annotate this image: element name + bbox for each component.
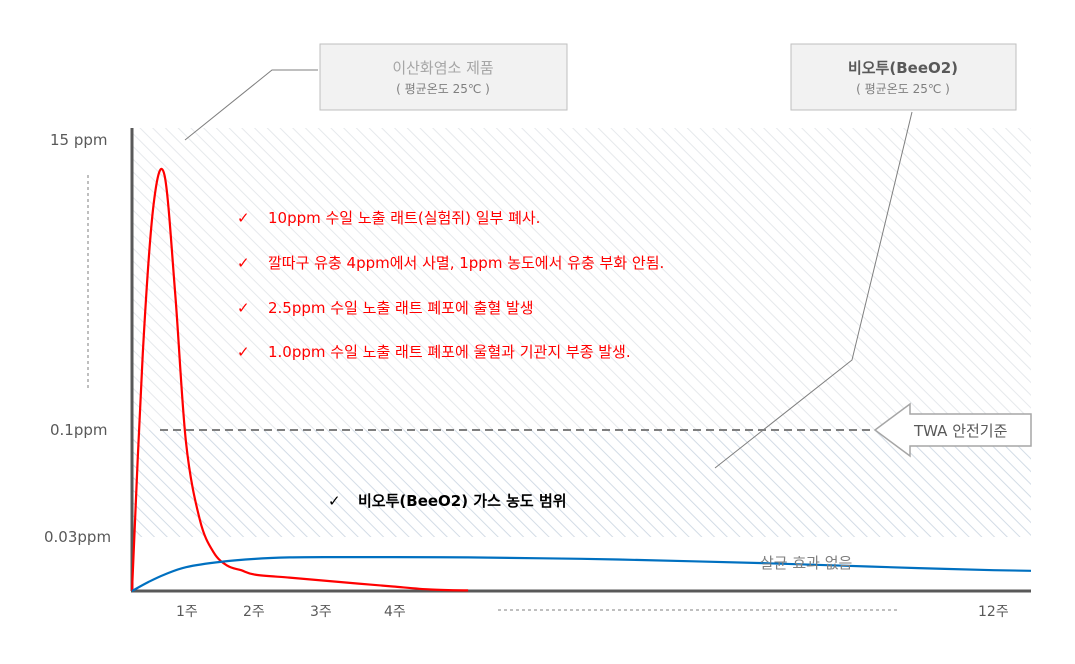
- red-callout-title: 이산화염소 제품: [392, 59, 493, 77]
- note-1-check-icon: ✓: [237, 209, 250, 227]
- x-tick-week12: 12주: [978, 604, 1009, 620]
- note-2: 깔따구 유충 4ppm에서 사멸, 1ppm 농도에서 유충 부화 안됨.: [268, 254, 664, 272]
- x-tick-week4: 4주: [384, 604, 406, 620]
- x-tick-week2: 2주: [243, 604, 265, 620]
- red-callout-leader: [184, 69, 318, 141]
- twa-arrow-shape: [873, 402, 1032, 458]
- note-3: 2.5ppm 수일 노출 래트 폐포에 출혈 발생: [268, 299, 534, 317]
- note-2-check-icon: ✓: [237, 254, 250, 272]
- red-series-callout-box: [319, 43, 568, 111]
- blue-callout-leader: [714, 111, 913, 469]
- note-3-check-icon: ✓: [237, 299, 250, 317]
- beeo2-range-check-icon: ✓: [328, 492, 341, 510]
- y-tick-0.1ppm: 0.1ppm: [50, 421, 108, 439]
- x-tick-week3: 3주: [310, 604, 332, 620]
- series-line-beeo2: [131, 555, 1032, 592]
- blue-callout-subtitle: ( 평균온도 25℃ ): [856, 82, 950, 96]
- y-tick-15ppm: 15 ppm: [50, 131, 108, 149]
- note-4-check-icon: ✓: [237, 343, 250, 361]
- series-line-chlorine-dioxide: [130, 167, 469, 592]
- red-callout-subtitle: ( 평균온도 25℃ ): [396, 82, 490, 96]
- y-tick-0.03ppm: 0.03ppm: [44, 528, 111, 546]
- no-effect-label: 살균 효과 없음: [760, 554, 852, 572]
- effective-zone-band: [133, 430, 1031, 537]
- blue-series-callout-box: [790, 43, 1017, 111]
- beeo2-range-label: 비오투(BeeO2) 가스 농도 범위: [358, 492, 567, 510]
- blue-callout-title: 비오투(BeeO2): [848, 59, 958, 77]
- note-4: 1.0ppm 수일 노출 래트 폐포에 울혈과 기관지 부종 발생.: [268, 343, 631, 361]
- x-tick-week1: 1주: [176, 604, 198, 620]
- danger-zone-band: [133, 128, 1031, 430]
- twa-label: TWA 안전기준: [913, 422, 1008, 440]
- note-1: 10ppm 수일 노출 래트(실험쥐) 일부 폐사.: [268, 209, 540, 227]
